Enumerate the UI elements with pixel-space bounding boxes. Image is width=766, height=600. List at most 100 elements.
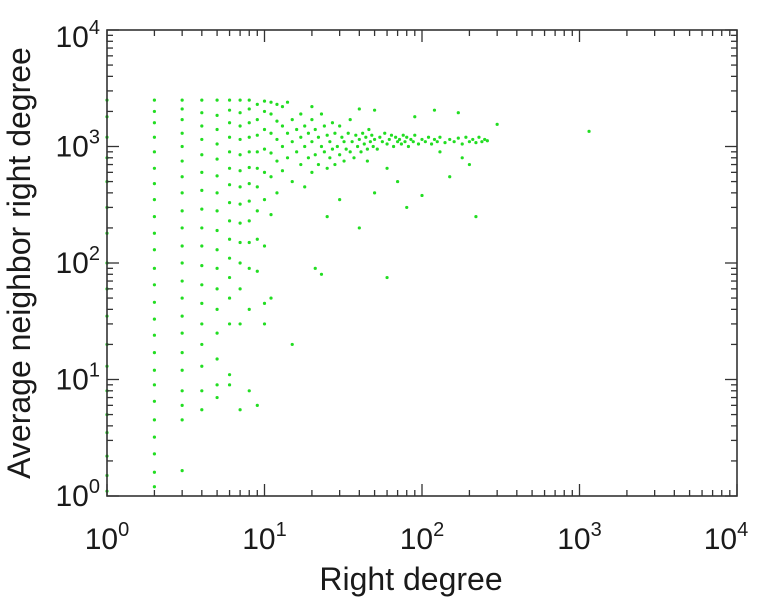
data-point: [152, 300, 157, 304]
data-point: [215, 98, 219, 102]
data-point: [460, 142, 464, 146]
y-axis-label: Average neighbor right degree: [1, 47, 37, 479]
data-point: [372, 108, 377, 112]
data-point: [255, 185, 259, 189]
data-point: [215, 191, 219, 195]
data-point: [262, 109, 267, 114]
data-point: [322, 150, 326, 154]
data-point: [200, 244, 204, 248]
data-point: [452, 140, 456, 144]
data-point: [322, 124, 326, 128]
data-point: [247, 182, 251, 186]
data-point: [359, 150, 363, 154]
data-point: [215, 142, 219, 146]
data-point: [180, 107, 184, 111]
data-point: [180, 418, 184, 422]
data-point: [413, 115, 417, 119]
data-point: [310, 140, 314, 144]
data-point: [303, 185, 307, 189]
data-point: [295, 127, 299, 132]
x-tick-label: 100: [85, 519, 130, 556]
data-point: [325, 215, 329, 219]
data-point: [247, 266, 251, 270]
data-point: [290, 342, 294, 347]
data-point: [338, 153, 342, 157]
data-point: [180, 351, 184, 355]
data-point: [152, 351, 157, 355]
data-point: [280, 124, 285, 128]
data-point: [275, 159, 279, 163]
data-point: [255, 269, 259, 273]
data-point: [295, 150, 299, 154]
tick-labels-layer: 100 101 102 103 104 100 101 102 103 104: [56, 17, 749, 556]
data-point: [227, 383, 232, 387]
data-point: [180, 118, 184, 122]
x-tick-label: 103: [557, 519, 602, 556]
data-point: [180, 175, 184, 179]
data-point: [227, 98, 232, 102]
data-point: [200, 408, 204, 412]
data-point: [420, 137, 424, 142]
data-point: [423, 140, 427, 144]
data-point: [362, 142, 366, 146]
data-point: [438, 135, 442, 139]
data-point: [152, 231, 157, 235]
data-point: [426, 135, 431, 139]
x-axis-label: Right degree: [319, 561, 502, 597]
data-point: [432, 137, 437, 142]
data-point: [255, 133, 259, 137]
data-point: [215, 357, 219, 361]
data-point: [180, 314, 184, 318]
data-point: [215, 228, 219, 233]
data-point: [344, 147, 348, 151]
data-point: [387, 137, 391, 142]
data-point: [269, 175, 273, 179]
data-point: [355, 144, 360, 149]
data-point: [380, 140, 384, 144]
data-point: [352, 156, 356, 160]
data-point: [262, 322, 267, 326]
data-point: [180, 209, 184, 213]
data-point: [269, 131, 273, 135]
data-point: [215, 331, 219, 335]
data-point: [340, 135, 344, 139]
data-point: [357, 226, 361, 230]
data-point: [306, 131, 310, 135]
data-point: [316, 162, 321, 167]
data-point: [401, 133, 405, 137]
data-point: [378, 135, 382, 139]
data-point: [215, 127, 219, 132]
data-point: [357, 137, 361, 142]
data-point: [313, 153, 317, 157]
data-point: [180, 389, 184, 393]
data-point: [413, 133, 417, 137]
data-point: [310, 170, 314, 174]
data-point: [432, 108, 437, 112]
data-point: [238, 261, 242, 265]
data-point: [238, 124, 242, 128]
data-point: [152, 98, 157, 102]
data-point: [247, 219, 251, 223]
data-point: [275, 191, 279, 195]
data-point: [338, 198, 342, 202]
data-point: [275, 119, 279, 123]
data-point: [238, 137, 242, 142]
y-tick-label: 104: [56, 17, 101, 54]
data-point: [200, 98, 204, 102]
data-point: [152, 266, 157, 270]
data-point: [215, 157, 219, 161]
data-point: [180, 98, 184, 102]
data-point: [238, 408, 242, 412]
data-point: [247, 389, 251, 393]
data-point: [385, 142, 389, 146]
data-point: [405, 135, 409, 139]
data-point: [247, 150, 251, 154]
data-point: [215, 209, 219, 213]
data-point: [438, 150, 442, 154]
data-point: [262, 244, 267, 248]
data-point: [200, 342, 204, 347]
data-point: [247, 121, 251, 125]
data-point: [180, 191, 184, 195]
data-point: [200, 153, 204, 157]
data-point: [227, 135, 232, 139]
